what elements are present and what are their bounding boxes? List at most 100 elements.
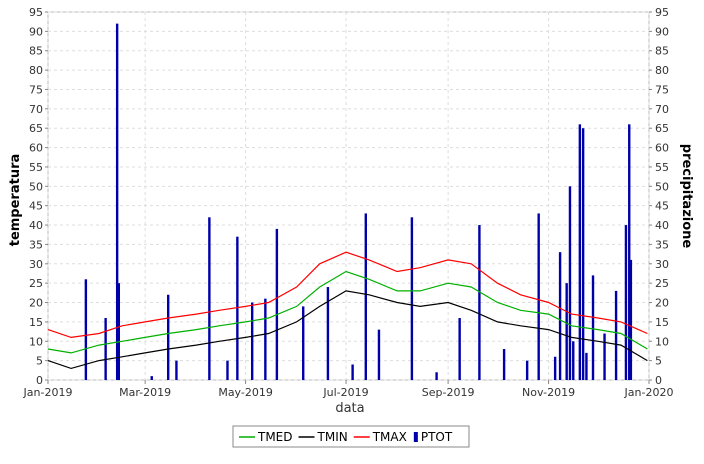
x-tick-label: Nov-2019 [522, 386, 575, 399]
y-tick-label-left: 30 [29, 258, 43, 271]
ptot-bar [478, 225, 481, 380]
ptot-bar [581, 128, 585, 380]
y-tick-label-right: 65 [655, 122, 669, 135]
ptot-bar [302, 306, 305, 380]
series-tmed-line [47, 270, 648, 354]
y-tick-label-right: 80 [655, 64, 669, 77]
ptot-bar [117, 283, 121, 380]
y-tick-label-right: 85 [655, 45, 669, 58]
ptot-bar [578, 124, 582, 380]
ptot-bar [572, 341, 575, 380]
y-tick-label-left: 40 [29, 219, 43, 232]
precipitation-bars [84, 23, 633, 380]
series-tmax-line [47, 251, 648, 339]
ptot-bar [629, 259, 633, 380]
x-tick-label: Jan-2020 [624, 386, 674, 399]
ptot-bar [591, 275, 595, 380]
y-tick-label-right: 15 [655, 316, 669, 329]
x-tick-label: May-2019 [218, 386, 273, 399]
y-tick-label-left: 50 [29, 180, 43, 193]
grid-lines [47, 11, 650, 381]
y-axis-left: 0 5 10 15 20 25 30 35 40 45 50 55 60 65 70 75 80 85 90 95 [29, 6, 48, 387]
y-tick-label-left: 90 [29, 25, 43, 38]
ptot-bar [175, 360, 178, 380]
y-tick-label-left: 60 [29, 142, 43, 155]
x-axis-label: data [335, 401, 364, 416]
y-tick-label-right: 50 [655, 180, 669, 193]
ptot-bar [264, 298, 267, 380]
legend: TMED TMIN TMAX PTOT [232, 425, 470, 448]
y-tick-label-right: 10 [655, 335, 669, 348]
y-tick-label-right: 20 [655, 297, 669, 310]
legend-swatch-ptot [413, 432, 418, 442]
y-tick-label-left: 55 [29, 161, 43, 174]
ptot-bar [167, 294, 170, 380]
ptot-bar [326, 287, 330, 380]
ptot-bar [275, 228, 279, 380]
ptot-bar [351, 364, 354, 380]
ptot-bar [410, 217, 414, 380]
y-axis-right: 0 5 10 15 20 25 30 35 40 45 50 55 60 65 70 75 80 85 90 95 [649, 6, 669, 387]
y-tick-label-right: 45 [655, 200, 669, 213]
temperature-lines [47, 251, 648, 370]
x-tick-label: Sep-2019 [422, 386, 475, 399]
y-tick-label-left: 20 [29, 297, 43, 310]
y-tick-label-left: 80 [29, 64, 43, 77]
y-tick-label-right: 35 [655, 238, 669, 251]
y-tick-label-right: 5 [655, 355, 662, 368]
y-tick-label-right: 0 [655, 374, 662, 387]
x-tick-label: Mar-2019 [119, 386, 171, 399]
ptot-bar [458, 318, 461, 380]
ptot-bar [377, 329, 381, 380]
y-tick-label-left: 5 [36, 355, 43, 368]
ptot-bar [525, 360, 529, 380]
y-tick-label-left: 65 [29, 122, 43, 135]
ptot-bar [435, 372, 438, 380]
x-axis: Jan-2019 Mar-2019 May-2019 Jul-2019 Sep-2019… [23, 380, 674, 399]
ptot-bar [364, 213, 367, 380]
ptot-bar [236, 236, 239, 380]
y-tick-label-right: 75 [655, 83, 669, 96]
legend-box [232, 425, 470, 448]
y-tick-label-right: 55 [655, 161, 669, 174]
ptot-bar [84, 279, 88, 380]
legend-label-tmin: TMIN [317, 430, 348, 444]
y-tick-label-left: 15 [29, 316, 43, 329]
y-tick-label-left: 45 [29, 200, 43, 213]
y-tick-label-left: 85 [29, 45, 43, 58]
x-tick-label: Jan-2019 [23, 386, 73, 399]
y-tick-label-right: 70 [655, 103, 669, 116]
x-tick-label: Jul-2019 [322, 386, 368, 399]
y-tick-label-left: 25 [29, 277, 43, 290]
ptot-bar [558, 252, 562, 380]
y-tick-label-right: 40 [655, 219, 669, 232]
y-tick-label-right: 30 [655, 258, 669, 271]
y-tick-label-left: 10 [29, 335, 43, 348]
y-axis-left-label: temperatura [8, 154, 23, 247]
ptot-bar [150, 376, 153, 380]
ptot-bar [603, 333, 606, 380]
ptot-bar [624, 225, 628, 380]
ptot-bar [537, 213, 540, 380]
y-tick-label-right: 60 [655, 142, 669, 155]
y-tick-label-left: 75 [29, 83, 43, 96]
y-tick-label-left: 70 [29, 103, 43, 116]
legend-label-tmed: TMED [257, 430, 293, 444]
y-tick-label-right: 25 [655, 277, 669, 290]
y-tick-label-right: 90 [655, 25, 669, 38]
y-tick-label-left: 35 [29, 238, 43, 251]
ptot-bar [226, 360, 229, 380]
ptot-bar [115, 23, 119, 380]
ptot-bar [568, 186, 572, 380]
ptot-bar [553, 356, 557, 380]
y-tick-label-left: 95 [29, 6, 43, 19]
ptot-bar [628, 124, 631, 380]
y-tick-label-right: 95 [655, 6, 669, 19]
y-axis-right-label: precipitazione [679, 144, 694, 249]
legend-label-tmax: TMAX [372, 430, 407, 444]
series-tmin-line [47, 290, 648, 370]
y-tick-label-left: 0 [36, 374, 43, 387]
ptot-bar [614, 290, 618, 380]
ptot-bar [250, 302, 254, 380]
